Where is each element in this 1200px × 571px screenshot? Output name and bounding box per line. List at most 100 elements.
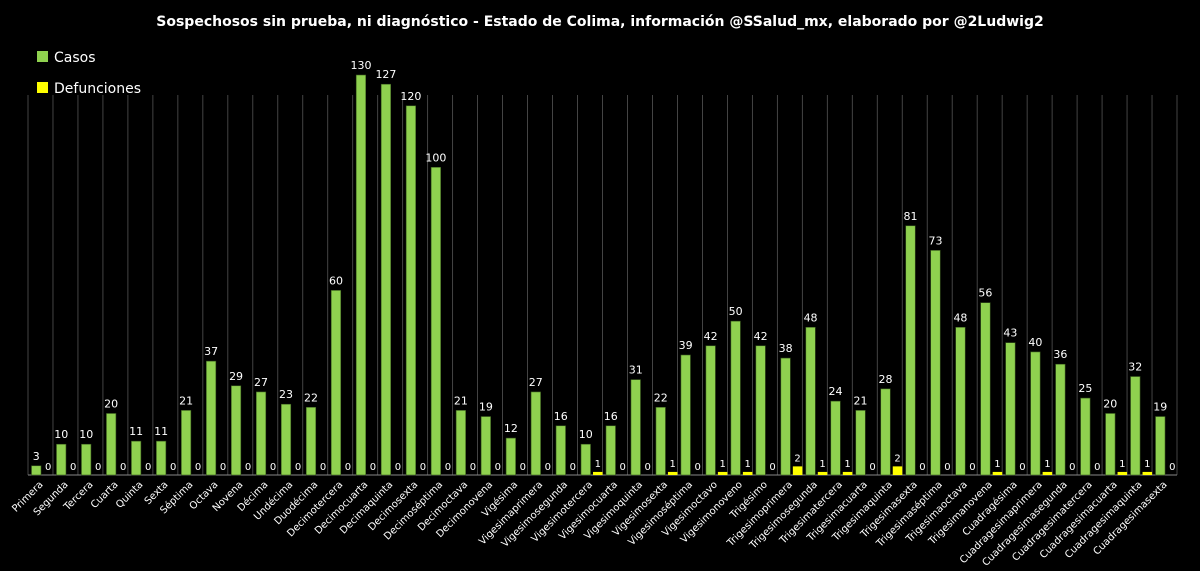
data-label-defunciones: 0 (570, 462, 576, 473)
bar-casos (181, 410, 192, 476)
data-label-defunciones: 0 (395, 462, 401, 473)
bar-defunciones (842, 471, 853, 475)
bar-casos (730, 320, 741, 476)
data-label-casos: 19 (479, 401, 493, 414)
data-label-casos: 27 (529, 376, 543, 389)
data-label-defunciones: 0 (1069, 462, 1075, 473)
bar-defunciones (593, 471, 603, 475)
category-label: Cuarta (89, 479, 121, 511)
category-labels: PrimeraSegundaTerceraCuartaQuintaSextaSé… (10, 479, 1169, 569)
data-label-defunciones: 0 (1019, 462, 1025, 473)
bar-defunciones (792, 466, 803, 475)
bar-casos (805, 327, 816, 476)
data-label-defunciones: 0 (145, 462, 151, 473)
data-label-defunciones: 0 (495, 462, 501, 473)
data-label-defunciones: 0 (545, 462, 551, 473)
data-label-casos: 73 (928, 234, 942, 247)
bar-casos (555, 425, 566, 476)
data-label-defunciones: 1 (844, 459, 850, 470)
data-label-defunciones: 0 (320, 462, 326, 473)
data-label-casos: 42 (754, 330, 768, 343)
data-label-casos: 20 (1103, 397, 1117, 410)
bar-casos (1055, 363, 1066, 476)
legend-label-casos: Casos (54, 50, 96, 66)
data-label-casos: 38 (779, 342, 793, 355)
data-label-casos: 21 (854, 394, 868, 407)
bar-casos (705, 345, 716, 476)
bar-casos (1030, 351, 1041, 476)
bar-defunciones (717, 471, 728, 475)
data-label-casos: 36 (1053, 348, 1067, 361)
data-label-defunciones: 1 (819, 459, 825, 470)
data-label-defunciones: 0 (520, 462, 526, 473)
bar-casos (980, 302, 991, 476)
data-label-defunciones: 0 (220, 462, 226, 473)
data-label-casos: 130 (350, 59, 371, 72)
data-label-casos: 48 (804, 311, 818, 324)
bar-defunciones (992, 471, 1003, 475)
data-label-defunciones: 0 (245, 462, 251, 473)
data-label-casos: 3 (33, 450, 40, 463)
data-label-defunciones: 0 (345, 462, 351, 473)
data-label-defunciones: 1 (670, 459, 676, 470)
bar-defunciones (742, 471, 753, 475)
data-label-defunciones: 0 (944, 462, 950, 473)
bar-casos (455, 410, 466, 476)
bar-casos (480, 416, 491, 476)
data-label-casos: 37 (204, 345, 218, 358)
data-label-casos: 10 (579, 428, 593, 441)
bar-casos (930, 250, 941, 476)
data-label-defunciones: 0 (694, 462, 700, 473)
bar-casos (231, 385, 242, 476)
data-label-casos: 10 (54, 428, 68, 441)
bar-casos (256, 391, 267, 476)
bar-casos (1080, 397, 1091, 476)
bar-casos (405, 105, 416, 476)
data-labels: 3010010020011011021037029027023022060013… (33, 59, 1176, 473)
bar-casos (56, 443, 67, 476)
data-label-defunciones: 0 (270, 462, 276, 473)
category-label: Quinta (114, 479, 145, 510)
bar-defunciones (1142, 471, 1153, 475)
data-label-defunciones: 0 (295, 462, 301, 473)
data-label-casos: 43 (1003, 327, 1017, 340)
data-label-casos: 32 (1128, 361, 1142, 374)
data-label-defunciones: 0 (95, 462, 101, 473)
data-label-casos: 16 (554, 410, 568, 423)
data-label-casos: 11 (154, 425, 168, 438)
data-label-defunciones: 1 (1044, 459, 1050, 470)
data-label-defunciones: 2 (794, 453, 800, 464)
data-label-defunciones: 0 (769, 462, 775, 473)
bar-casos (780, 357, 791, 476)
data-label-casos: 10 (79, 428, 93, 441)
bar-casos (81, 443, 92, 476)
data-label-defunciones: 0 (445, 462, 451, 473)
bar-casos (380, 83, 391, 476)
bar-defunciones (1117, 471, 1128, 475)
data-label-casos: 22 (304, 391, 318, 404)
data-label-defunciones: 0 (120, 462, 126, 473)
bar-casos (430, 167, 441, 476)
data-label-casos: 29 (229, 370, 243, 383)
data-label-casos: 60 (329, 274, 343, 287)
bar-casos (855, 410, 866, 476)
bar-casos (131, 440, 142, 476)
data-label-defunciones: 0 (370, 462, 376, 473)
data-label-defunciones: 0 (420, 462, 426, 473)
data-label-casos: 48 (953, 311, 967, 324)
bar-casos (280, 403, 292, 476)
bar-defunciones (667, 471, 678, 475)
bar-casos (106, 413, 117, 476)
bar-casos (1005, 342, 1016, 476)
bar-casos (530, 391, 541, 476)
data-label-defunciones: 1 (1144, 459, 1150, 470)
bar-casos (680, 354, 691, 476)
gridlines (27, 95, 1178, 476)
bar-casos (605, 425, 616, 476)
bar-casos (1130, 376, 1141, 476)
data-label-defunciones: 0 (1094, 462, 1100, 473)
data-label-casos: 25 (1078, 382, 1092, 395)
bar-casos (755, 345, 766, 476)
